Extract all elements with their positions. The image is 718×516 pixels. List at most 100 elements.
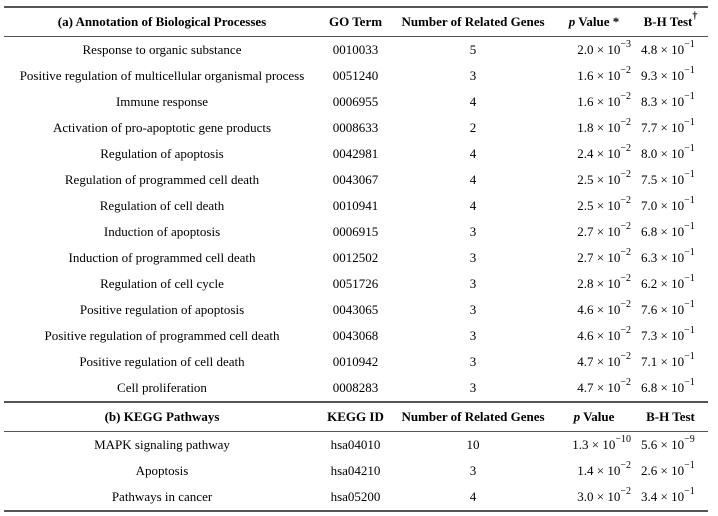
table-row: Positive regulation of cell death 0010942… [4, 349, 708, 375]
mantissa: 7.5 × 10 [641, 172, 685, 187]
table-row: Positive regulation of multicellular org… [4, 63, 708, 89]
bh-value-cell: 4.8 × 10−1 [633, 37, 708, 64]
table-row: Apoptosis hsa04210 3 1.4 × 10−2 2.6 × 10−1 [4, 458, 708, 484]
table-row: Cell proliferation 0008283 3 4.7 × 10−2 6.8 … [4, 375, 708, 402]
process-name-cell: Activation of pro-apoptotic gene product… [52, 120, 272, 135]
bh-value-cell: 5.6 × 10−9 [633, 432, 708, 459]
header-row-biological-processes: (a) Annotation of Biological Processes G… [4, 6, 708, 37]
related-genes-header: Number of Related Genes [391, 6, 555, 37]
p-value-cell: 2.5 × 10−2 [555, 167, 633, 193]
table-row: Positive regulation of apoptosis 0043065 3… [4, 297, 708, 323]
mantissa: 1.8 × 10 [577, 120, 621, 135]
exponent: −1 [684, 486, 695, 497]
table-row: Regulation of cell cycle 0051726 3 2.8 × 10… [4, 271, 708, 297]
gene-count-cell: 4 [469, 172, 477, 187]
p-value-symbol: p [573, 409, 581, 424]
exponent: −1 [684, 169, 695, 180]
exponent: −1 [684, 377, 695, 388]
p-value-header: p Value * [555, 6, 633, 37]
exponent: −3 [620, 39, 631, 50]
process-name-cell: Regulation of programmed cell death [64, 172, 260, 187]
gene-count-cell: 10 [466, 437, 480, 452]
bh-value-cell: 6.3 × 10−1 [633, 245, 708, 271]
mantissa: 3.4 × 10 [641, 489, 685, 504]
gene-count-cell: 3 [469, 328, 477, 343]
p-value-cell: 2.0 × 10−3 [555, 37, 633, 64]
mantissa: 6.3 × 10 [641, 250, 685, 265]
process-name-cell: Response to organic substance [82, 42, 242, 57]
mantissa: 8.3 × 10 [641, 94, 685, 109]
mantissa: 4.7 × 10 [577, 354, 621, 369]
p-value-cell: 1.6 × 10−2 [555, 89, 633, 115]
term-id-cell: hsa05200 [320, 484, 391, 512]
mantissa: 2.6 × 10 [641, 463, 685, 478]
bh-value-cell: 7.3 × 10−1 [633, 323, 708, 349]
bh-value-cell: 7.5 × 10−1 [633, 167, 708, 193]
exponent: −2 [620, 91, 631, 102]
term-id-cell: hsa04010 [330, 437, 381, 452]
exponent: −1 [684, 117, 695, 128]
exponent: −1 [684, 143, 695, 154]
mantissa: 2.8 × 10 [577, 276, 621, 291]
process-name-cell: Pathways in cancer [4, 484, 320, 512]
table-row: Regulation of apoptosis 0042981 4 2.4 × 10−… [4, 141, 708, 167]
related-genes-header: Number of Related Genes [391, 401, 555, 432]
p-value-cell: 1.4 × 10−2 [555, 458, 633, 484]
process-name-cell: Immune response [115, 94, 209, 109]
process-name-cell: Positive regulation of programmed cell d… [44, 328, 280, 343]
bh-test-header: B-H Test [633, 401, 708, 432]
table-row: Pathways in cancer hsa05200 4 3.0 × 10−2 3.4… [4, 484, 708, 512]
exponent: −1 [684, 91, 695, 102]
exponent: −2 [620, 273, 631, 284]
bh-value-cell: 6.8 × 10−1 [633, 375, 708, 402]
exponent: −1 [684, 351, 695, 362]
p-value-cell: 1.6 × 10−2 [555, 63, 633, 89]
table-row: MAPK signaling pathway hsa04010 10 1.3 × 10… [4, 432, 708, 459]
gene-count-cell: 4 [391, 484, 555, 512]
mantissa: 6.8 × 10 [641, 224, 685, 239]
table-row: Immune response 0006955 4 1.6 × 10−2 8.3 × 1… [4, 89, 708, 115]
gene-count-cell: 3 [469, 302, 477, 317]
gene-count-cell: 3 [469, 276, 477, 291]
mantissa: 7.0 × 10 [641, 198, 685, 213]
p-value-cell: 4.6 × 10−2 [555, 323, 633, 349]
p-value-cell: 2.7 × 10−2 [555, 245, 633, 271]
table-row: Response to organic substance 0010033 5 2.0… [4, 37, 708, 64]
exponent: −2 [620, 195, 631, 206]
term-id-cell: 0043068 [332, 328, 379, 343]
section-a-title: (a) Annotation of Biological Processes [4, 6, 320, 37]
go-term-header: GO Term [320, 6, 391, 37]
gene-count-cell: 5 [469, 42, 477, 57]
bh-value-cell: 8.3 × 10−1 [633, 89, 708, 115]
table-row: Induction of programmed cell death 001250… [4, 245, 708, 271]
term-id-cell: 0042981 [332, 146, 379, 161]
exponent: −1 [684, 221, 695, 232]
p-value-cell: 4.6 × 10−2 [555, 297, 633, 323]
gene-count-cell: 3 [469, 250, 477, 265]
bh-test-header: B-H Test† [633, 6, 708, 37]
table-body: (a) Annotation of Biological Processes G… [4, 6, 708, 512]
term-id-cell: 0006955 [332, 94, 379, 109]
process-name-cell: Positive regulation of multicellular org… [19, 68, 305, 83]
exponent: −2 [620, 143, 631, 154]
p-value-cell: 1.8 × 10−2 [555, 115, 633, 141]
gene-count-cell: 4 [469, 146, 477, 161]
term-id-cell: 0043067 [332, 172, 379, 187]
bh-value-cell: 7.0 × 10−1 [633, 193, 708, 219]
mantissa: 7.3 × 10 [641, 328, 685, 343]
table-row: Induction of apoptosis 0006915 3 2.7 × 10−2… [4, 219, 708, 245]
exponent: −1 [684, 195, 695, 206]
mantissa: 2.4 × 10 [577, 146, 621, 161]
p-value-label: Value [580, 409, 615, 424]
gene-count-cell: 3 [469, 354, 477, 369]
process-name-cell: Apoptosis [135, 463, 189, 478]
mantissa: 1.6 × 10 [577, 68, 621, 83]
mantissa: 6.2 × 10 [641, 276, 685, 291]
term-id-cell: 0043065 [332, 302, 379, 317]
exponent: −2 [620, 65, 631, 76]
exponent: −9 [684, 434, 695, 445]
p-value-cell: 1.3 × 10−10 [555, 432, 633, 459]
p-value-cell: 4.7 × 10−2 [555, 375, 633, 402]
term-id-cell: 0008633 [332, 120, 379, 135]
exponent: −2 [620, 169, 631, 180]
